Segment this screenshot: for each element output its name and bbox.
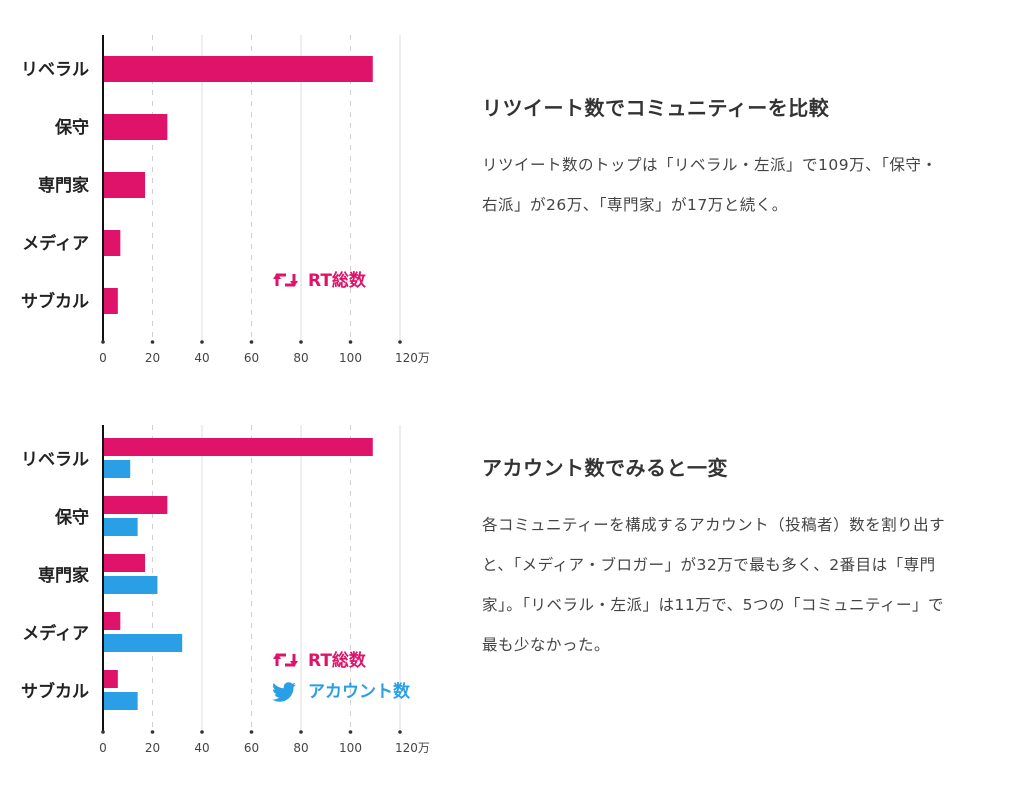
x-tick-label: 60 [244,351,259,365]
x-ticks: 0 20 40 60 80 100 120万 [99,340,430,365]
retweet-icon [273,653,298,667]
bar-rt [103,554,146,572]
x-tick-mark [348,340,353,344]
rt-section-heading: リツイート数でコミュニティーを比較 [482,96,830,120]
bar-rt [103,438,373,456]
bar-rt [103,230,121,256]
x-tick-mark [101,340,105,344]
x-tick-label: 120万 [395,351,430,365]
twitter-bird-icon [272,682,296,702]
x-tick-mark [150,730,155,734]
bar-account [103,634,183,652]
category-label: メディア [22,233,89,254]
x-tick-mark [101,730,105,734]
bar-account [103,692,138,710]
x-tick-label: 20 [145,351,160,365]
bars [103,438,373,710]
gridlines [152,425,401,732]
rt-section: リツイート数でコミュニティーを比較 リツイート数のトップは「リベラル・左派」で1… [482,92,952,225]
category-label: 保守 [54,507,89,528]
x-tick-mark [249,340,254,344]
x-tick-mark [200,340,204,344]
x-tick-label: 0 [99,741,107,755]
legend-label: アカウント数 [308,681,411,702]
x-tick-mark [150,340,155,344]
category-label: サブカル [21,291,89,312]
category-label: 専門家 [38,565,89,586]
account-section: アカウント数でみると一変 各コミュニティーを構成するアカウント（投稿者）数を割り… [482,452,952,665]
x-tick-mark [348,730,353,734]
x-tick-mark [398,730,402,734]
bar-account [103,518,138,536]
x-ticks: 0 20 40 60 80 100 120万 [99,730,430,755]
legend-label: RT総数 [308,650,367,671]
bar-rt [103,114,168,140]
category-label: サブカル [21,681,89,702]
retweet-icon [273,273,298,287]
bar-rt [103,496,168,514]
x-tick-label: 80 [293,351,308,365]
bar-account [103,576,158,594]
legend: RT総数 [273,270,367,291]
x-tick-label: 60 [244,741,259,755]
x-tick-label: 0 [99,351,107,365]
bar-rt [103,56,373,82]
x-tick-mark [398,340,402,344]
rt-section-body: リツイート数のトップは「リベラル・左派」で109万、「保守・右派」が26万、「専… [482,156,938,214]
legend-label: RT総数 [308,270,367,291]
gridlines [152,35,401,342]
category-label: メディア [22,623,89,644]
x-tick-mark [299,340,303,344]
category-label: リベラル [21,60,89,80]
bar-rt [103,172,146,198]
bar-rt [103,288,118,314]
category-label: リベラル [21,450,89,470]
category-label: 専門家 [38,175,89,196]
bars [103,56,373,314]
account-chart: リベラル保守専門家メディアサブカル 0 20 40 60 80 100 120万 RT総数アカウ… [0,390,440,770]
bar-rt [103,670,118,688]
x-tick-label: 80 [293,741,308,755]
account-section-body: 各コミュニティーを構成するアカウント（投稿者）数を割り出すと、「メディア・ブロガ… [482,516,946,654]
x-tick-mark [299,730,303,734]
x-tick-mark [249,730,254,734]
x-tick-label: 40 [194,741,209,755]
x-tick-label: 120万 [395,741,430,755]
x-tick-mark [200,730,204,734]
bar-rt [103,612,121,630]
bar-account [103,460,131,478]
x-tick-label: 40 [194,351,209,365]
x-tick-label: 20 [145,741,160,755]
rt-chart: リベラル保守専門家メディアサブカル 0 20 40 60 80 100 120万 RT総数 [0,0,440,380]
account-section-heading: アカウント数でみると一変 [482,456,728,480]
x-tick-label: 100 [339,351,362,365]
category-label: 保守 [54,117,89,138]
x-tick-label: 100 [339,741,362,755]
